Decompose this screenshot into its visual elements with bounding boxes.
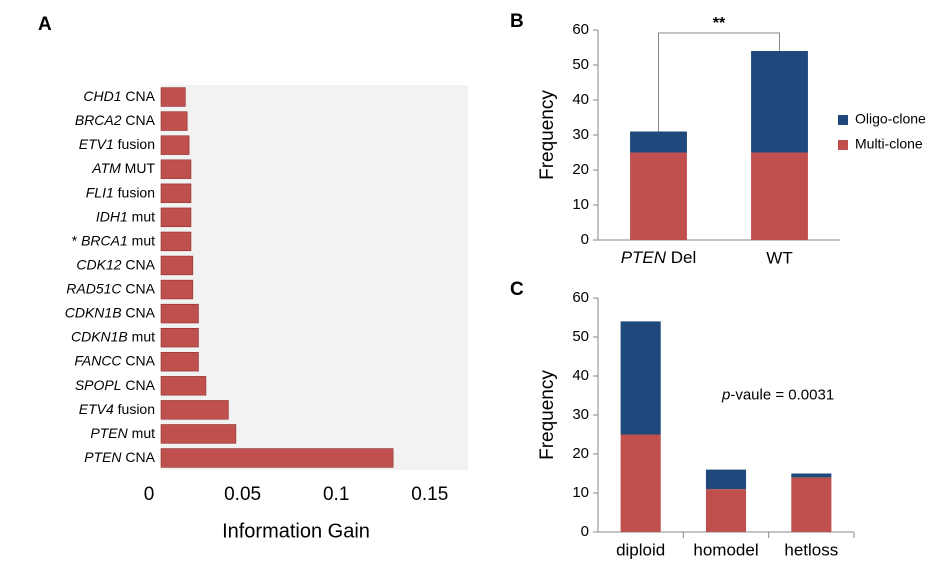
y-tick-label: 60 bbox=[572, 289, 589, 306]
bar bbox=[160, 183, 192, 203]
legend-swatch bbox=[838, 140, 848, 150]
x-tick-label: WT bbox=[766, 248, 792, 267]
x-tick-label: diploid bbox=[616, 540, 665, 559]
bar bbox=[160, 111, 188, 131]
bar-segment bbox=[630, 131, 687, 153]
y-tick-label: 50 bbox=[572, 328, 589, 345]
y-tick-label: BRCA2 CNA bbox=[75, 112, 156, 128]
bar-segment bbox=[620, 434, 661, 532]
bar bbox=[160, 135, 190, 155]
bar bbox=[160, 424, 237, 444]
y-tick-label: ETV4 fusion bbox=[79, 401, 155, 417]
bar bbox=[160, 87, 186, 107]
y-tick-label: PTEN mut bbox=[90, 425, 155, 441]
y-tick-label: 30 bbox=[572, 126, 589, 143]
y-tick-label: IDH1 mut bbox=[96, 208, 155, 224]
bar-segment bbox=[705, 469, 747, 490]
panel-label: C bbox=[510, 279, 524, 300]
y-tick-label: * BRCA1 mut bbox=[72, 232, 155, 248]
y-axis-label: Frequency bbox=[537, 90, 558, 180]
y-tick-label: CDKN1B CNA bbox=[65, 304, 156, 320]
y-tick-label: RAD51C CNA bbox=[66, 280, 155, 296]
x-tick-label: 0.15 bbox=[411, 484, 448, 505]
significance-bracket bbox=[658, 32, 780, 132]
y-tick-label: ETV1 fusion bbox=[79, 136, 155, 152]
legend-label: Multi-clone bbox=[855, 136, 923, 152]
y-tick-label: FANCC CNA bbox=[74, 352, 155, 368]
legend-label: Oligo-clone bbox=[855, 111, 926, 127]
y-tick-label: 20 bbox=[572, 445, 589, 462]
y-tick-label: CDKN1B mut bbox=[71, 328, 155, 344]
bar-segment bbox=[751, 152, 808, 240]
y-tick-label: 0 bbox=[581, 231, 589, 248]
y-tick-label: 20 bbox=[572, 161, 589, 178]
bar bbox=[160, 352, 199, 372]
bar bbox=[160, 400, 229, 420]
bar bbox=[160, 327, 199, 348]
legend-swatch bbox=[838, 115, 848, 125]
bar bbox=[160, 207, 192, 228]
annotation: ** bbox=[713, 15, 726, 32]
bar bbox=[160, 231, 192, 252]
x-tick-label: PTEN Del bbox=[621, 248, 697, 267]
y-tick-label: FLI1 fusion bbox=[86, 184, 155, 200]
bar-segment bbox=[705, 489, 747, 532]
bar bbox=[160, 255, 194, 276]
bar bbox=[160, 159, 192, 179]
x-tick-label: 0.1 bbox=[323, 484, 349, 505]
y-tick-label: 60 bbox=[572, 21, 589, 38]
y-tick-label: CDK12 CNA bbox=[76, 256, 155, 272]
bar-segment bbox=[791, 473, 832, 478]
x-axis-label: Information Gain bbox=[222, 520, 370, 542]
y-tick-label: 40 bbox=[572, 91, 589, 108]
bar-segment bbox=[791, 477, 832, 532]
y-tick-label: ATM MUT bbox=[91, 160, 155, 176]
bar bbox=[160, 376, 207, 396]
bar-segment bbox=[630, 152, 687, 240]
x-tick-label: homodel bbox=[693, 540, 758, 559]
y-axis-label: Frequency bbox=[537, 370, 558, 460]
bar-segment bbox=[751, 51, 808, 153]
bar bbox=[160, 448, 394, 468]
x-tick-label: hetloss bbox=[784, 540, 838, 559]
y-tick-label: 0 bbox=[581, 523, 589, 540]
bar bbox=[160, 279, 194, 300]
y-tick-label: 10 bbox=[572, 196, 589, 213]
panel-label: B bbox=[510, 11, 524, 32]
x-tick-label: 0.05 bbox=[224, 484, 261, 505]
y-tick-label: SPOPL CNA bbox=[75, 376, 156, 392]
x-tick-label: 0 bbox=[144, 484, 155, 505]
y-tick-label: CHD1 CNA bbox=[83, 88, 155, 104]
annotation: p-vaule = 0.0031 bbox=[721, 386, 834, 403]
bar-segment bbox=[620, 321, 661, 435]
y-tick-label: 10 bbox=[572, 484, 589, 501]
y-tick-label: 40 bbox=[572, 367, 589, 384]
panel-label: A bbox=[38, 14, 52, 35]
bar bbox=[160, 303, 199, 324]
y-tick-label: PTEN CNA bbox=[84, 449, 155, 465]
y-tick-label: 30 bbox=[572, 406, 589, 423]
y-tick-label: 50 bbox=[572, 56, 589, 73]
